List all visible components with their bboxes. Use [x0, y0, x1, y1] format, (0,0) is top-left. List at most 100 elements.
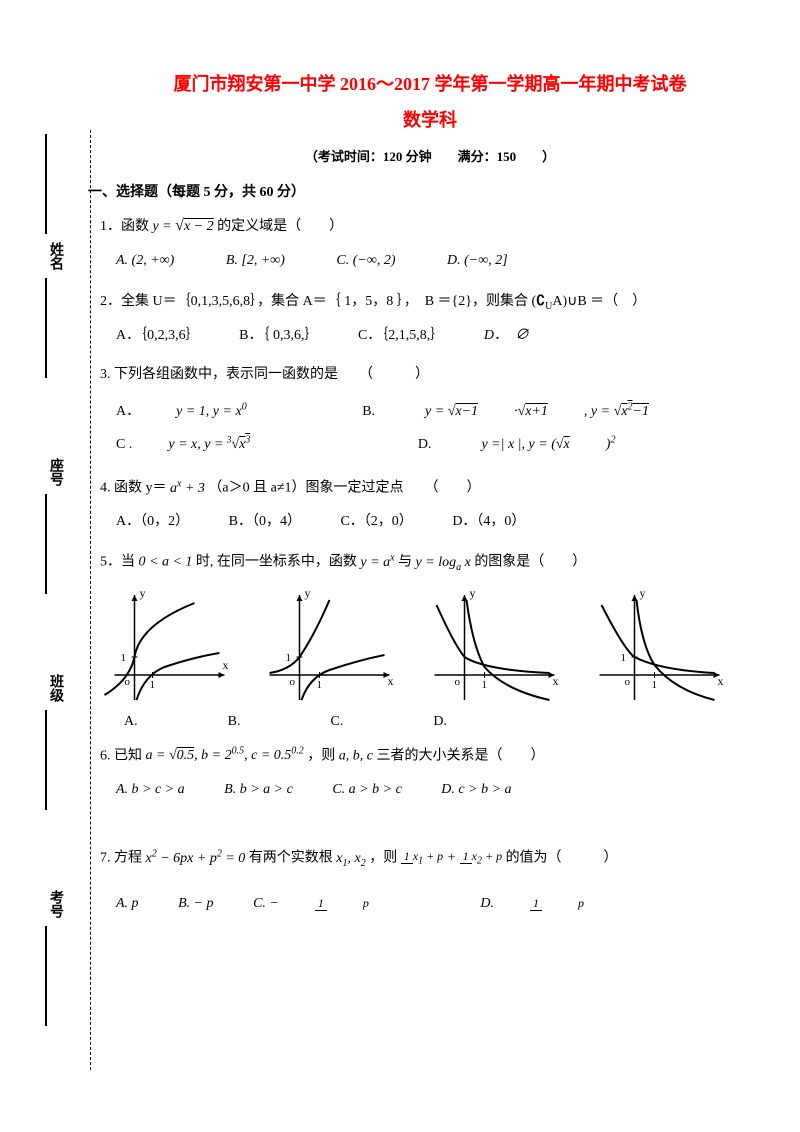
exam-subject: 数学科 — [100, 106, 760, 132]
exam-info: （考试时间：120 分钟 满分：150 ） — [100, 146, 760, 165]
svg-text:y: y — [305, 586, 311, 600]
q3-opt-b: B. y = √x−1·√x+1, y = √x2−1 — [362, 395, 721, 429]
q2-opt-b: B．｛ 0,3,6,｝ — [239, 322, 318, 350]
complement-symbol: ∁ — [536, 292, 545, 308]
q7-frac2: 1x2 + p — [460, 850, 502, 866]
sidebar-seat-block: 座号 — [45, 450, 65, 598]
q4-text: 4. 函数 y＝ — [100, 481, 167, 496]
question-5: 5．当 0 < a < 1 时, 在同一坐标系中，函数 y = ax 与 y =… — [100, 548, 760, 576]
q2-opt-c: C．｛2,1,5,8,｝ — [358, 322, 444, 350]
sidebar-class-block: 班级 — [45, 666, 65, 814]
q7-text: 7. 方程 — [100, 851, 142, 866]
sidebar-id-block: 考号 — [45, 882, 65, 1030]
q5-graph-labels: A. B. C. D. — [124, 714, 760, 730]
q4-opt-d: D．（4，0） — [452, 508, 525, 536]
q2-text: 2．全集 U＝｛0,1,3,5,6,8｝，集合 A＝｛ 1，5，8 ｝， B ＝… — [100, 294, 536, 309]
svg-text:1: 1 — [121, 652, 127, 664]
q6-vars: a, b, c — [339, 748, 373, 763]
blank-line — [45, 494, 47, 594]
exam-title: 厦门市翔安第一中学 2016～2017 学年第一学期高一年期中考试卷 — [100, 70, 760, 96]
q2-opt-d: D． ∅ — [484, 322, 529, 350]
q5-opt-a: A. — [124, 714, 138, 730]
sidebar-name-block: 姓名 — [45, 130, 65, 382]
q7-tail: 的值为（ ） — [506, 851, 618, 866]
q7-mid: 有两个实数根 — [249, 851, 333, 866]
q1-options: A. (2, +∞) B. [2, +∞) C. (−∞, 2) D. (−∞,… — [116, 247, 760, 275]
q1-opt-c: C. (−∞, 2) — [336, 247, 395, 275]
q6-tail: 三者的大小关系是（ ） — [376, 748, 544, 763]
section-1-heading: 一、选择题（每题 5 分，共 60 分） — [88, 181, 760, 201]
q6-opt-c: C. a > b > c — [332, 776, 401, 804]
svg-text:x: x — [388, 674, 394, 688]
q5-text: 5．当 — [100, 555, 135, 570]
q3-options: A．y = 1, y = x0 B. y = √x−1·√x+1, y = √x… — [116, 395, 760, 462]
svg-text:1: 1 — [621, 652, 627, 664]
svg-text:o: o — [455, 676, 461, 688]
svg-text:1: 1 — [317, 679, 323, 691]
q4-expr: ax + 3 — [170, 481, 205, 496]
q7-opt-b: B. − p — [178, 890, 214, 918]
q5-cond: 0 < a < 1 — [139, 555, 193, 570]
label-examid: 考号 — [45, 890, 65, 918]
question-3: 3. 下列各组函数中，表示同一函数的是 （ ） — [100, 362, 760, 389]
q5-mid: 时, 在同一坐标系中，函数 — [196, 555, 357, 570]
q7-frac1: 1x1 + p — [401, 850, 443, 866]
q5-graphs: yx o 1 1 yx o 1 1 yx o 1 — [92, 585, 760, 710]
label-name: 姓名 — [45, 242, 65, 270]
graph-c: y x o 1 — [422, 585, 567, 710]
q3-opt-a: A．y = 1, y = x0 — [116, 395, 283, 429]
q3-opt-d: D. y =| x |, y = (√x)2 — [418, 428, 652, 462]
blank-line — [45, 926, 47, 1026]
graph-d: yx o 1 1 — [587, 585, 732, 710]
svg-text:x: x — [718, 674, 724, 688]
q6-text: 6. 已知 — [100, 748, 142, 763]
q5-e1: y = ax — [360, 555, 394, 570]
q1-opt-b: B. [2, +∞) — [226, 247, 285, 275]
q5-e2: y = loga x — [416, 555, 471, 570]
q2-after: A)∪B ＝（ ） — [552, 294, 646, 309]
svg-text:y: y — [470, 586, 476, 600]
svg-text:o: o — [625, 676, 631, 688]
q7-roots: x1, x2 — [336, 851, 365, 866]
graph-a: yx o 1 1 — [92, 585, 237, 710]
q7-expr: x2 − 6px + p2 = 0 — [146, 851, 246, 866]
q6-options: A. b > c > a B. b > a > c C. a > b > c D… — [116, 776, 760, 804]
q7-options: A. p B. − p C. −1p D. 1p — [116, 890, 760, 918]
q4-tail: （a＞0 且 a≠1）图象一定过定点 （ ） — [208, 481, 480, 496]
q1-opt-d: D. (−∞, 2] — [447, 247, 508, 275]
q1-tail: 的定义域是（ ） — [217, 219, 343, 234]
q2-options: A．｛0,2,3,6｝ B．｛ 0,3,6,｝ C．｛2,1,5,8,｝ D． … — [116, 322, 760, 350]
q5-and: 与 — [398, 555, 412, 570]
q4-opt-a: A．（0，2） — [116, 508, 189, 536]
q4-opt-c: C．（2，0） — [340, 508, 412, 536]
q7-opt-d: D. 1p — [480, 890, 656, 918]
q7-opt-a: A. p — [116, 890, 139, 918]
blank-line — [45, 278, 47, 378]
svg-text:y: y — [140, 586, 146, 600]
svg-text:x: x — [553, 674, 559, 688]
svg-text:1: 1 — [286, 652, 292, 664]
q4-opt-b: B．（0，4） — [229, 508, 301, 536]
q3-opt-c: C . y = x, y = 3√x3 — [116, 428, 322, 462]
q5-opt-d: D. — [433, 714, 447, 730]
q4-options: A．（0，2） B．（0，4） C．（2，0） D．（4，0） — [116, 508, 760, 536]
q2-opt-a: A．｛0,2,3,6｝ — [116, 322, 200, 350]
q1-text: 1．函数 — [100, 219, 149, 234]
q6-opt-a: A. b > c > a — [116, 776, 185, 804]
q5-tail: 的图象是（ ） — [474, 555, 586, 570]
q1-expr: y = √x − 2 — [153, 219, 218, 234]
blank-line — [45, 710, 47, 810]
q6-opt-d: D. c > b > a — [441, 776, 511, 804]
label-class: 班级 — [45, 674, 65, 702]
q6-expr: a = √0.5, b = 20.5, c = 0.50.2 — [146, 748, 304, 763]
question-2: 2．全集 U＝｛0,1,3,5,6,8｝，集合 A＝｛ 1，5，8 ｝， B ＝… — [100, 287, 760, 316]
label-seat: 座号 — [45, 458, 65, 486]
svg-text:o: o — [290, 676, 296, 688]
q1-opt-a: A. (2, +∞) — [116, 247, 174, 275]
q7-plus: + — [447, 851, 456, 866]
svg-text:y: y — [640, 586, 646, 600]
student-info-sidebar: 姓名 座号 班级 考号 — [20, 130, 91, 1070]
svg-text:1: 1 — [482, 679, 488, 691]
exam-content: 厦门市翔安第一中学 2016～2017 学年第一学期高一年期中考试卷 数学科 （… — [100, 70, 760, 930]
question-6: 6. 已知 a = √0.5, b = 20.5, c = 0.50.2 ，则 … — [100, 742, 760, 770]
